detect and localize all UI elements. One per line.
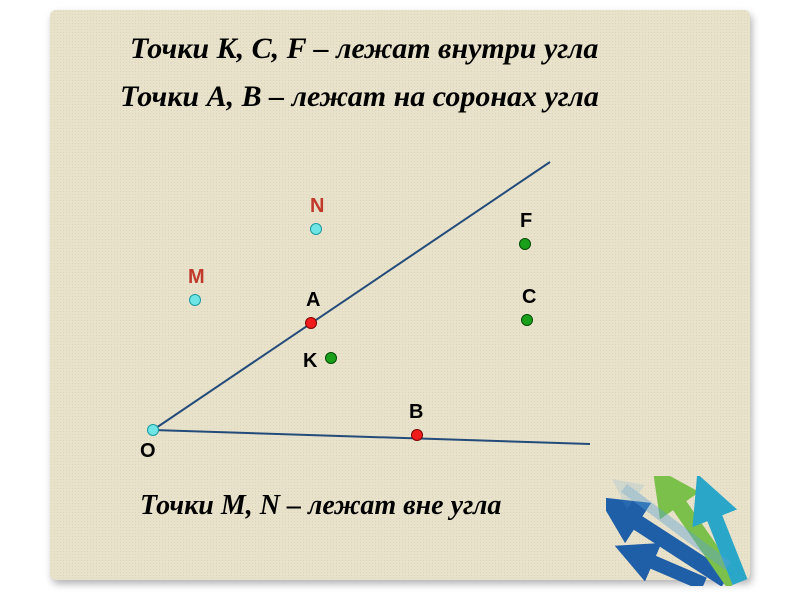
slide: Точки K, C, F – лежат внутри угла Точки … [50,10,750,580]
ray-upper [153,162,550,430]
label-N: N [310,195,324,218]
label-O: O [140,440,156,463]
label-A: A [306,289,320,312]
ray-lower [153,430,590,444]
point-O [147,424,159,436]
point-M [189,294,201,306]
label-K: K [303,350,317,373]
corner-arrows-icon [606,476,756,586]
point-B [411,429,423,441]
point-K [325,352,337,364]
point-N [310,223,322,235]
label-M: M [188,266,205,289]
headline-3: Точки M, N – лежат вне угла [140,490,501,522]
label-C: C [522,286,536,309]
point-F [519,238,531,250]
label-B: B [409,401,423,424]
label-F: F [520,210,532,233]
headline-1: Точки K, C, F – лежат внутри угла [130,32,598,66]
point-A [305,317,317,329]
point-C [521,314,533,326]
headline-2: Точки A, B – лежат на соронах угла [120,80,599,114]
